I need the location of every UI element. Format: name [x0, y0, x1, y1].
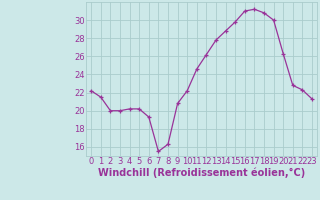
X-axis label: Windchill (Refroidissement éolien,°C): Windchill (Refroidissement éolien,°C) — [98, 168, 305, 178]
